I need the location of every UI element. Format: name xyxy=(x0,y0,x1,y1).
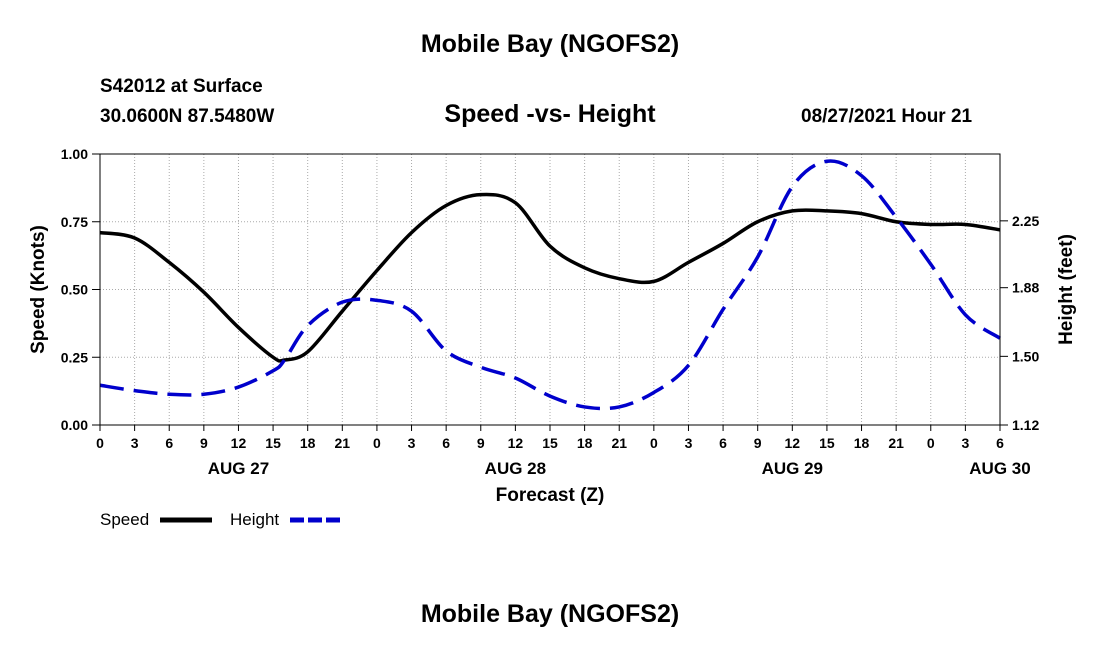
chart-subtitle: Speed -vs- Height xyxy=(444,100,656,128)
x-tick-label: 9 xyxy=(754,435,762,451)
x-tick-label: 18 xyxy=(300,435,316,451)
x-tick-label: 15 xyxy=(265,435,281,451)
x-tick-label: 3 xyxy=(131,435,139,451)
axes: 0 3 6 9 12 15 18 21 0 3 6 9 12 15 18 21 0 3 6 9 12 15 18 21 0 3 6 0… xyxy=(28,146,1077,506)
x-date-label: AUG 29 xyxy=(762,459,823,478)
series-line-speed xyxy=(99,192,1001,363)
x-tick-label: 6 xyxy=(442,435,450,451)
x-tick-label: 6 xyxy=(719,435,727,451)
x-tick-label: 3 xyxy=(685,435,693,451)
chart-title-bottom: Mobile Bay (NGOFS2) xyxy=(420,600,680,628)
y-left-tick-label: 0.25 xyxy=(61,349,88,365)
x-tick-label: 6 xyxy=(996,435,1004,451)
x-axis-title: Forecast (Z) xyxy=(496,485,605,506)
series-layer xyxy=(99,159,1001,411)
x-date-label: AUG 30 xyxy=(969,459,1030,478)
x-tick-label: 0 xyxy=(927,435,935,451)
x-tick-label: 0 xyxy=(373,435,381,451)
legend-speed-label: Speed xyxy=(100,510,150,529)
x-tick-label: 15 xyxy=(819,435,835,451)
x-tick-label: 9 xyxy=(477,435,485,451)
y-left-tick-label: 0.00 xyxy=(61,417,88,433)
series-line-height xyxy=(99,159,1001,411)
x-tick-label: 12 xyxy=(785,435,801,451)
coordinates-label: 30.0600N 87.5480W xyxy=(100,106,275,127)
y-left-axis-title: Speed (Knots) xyxy=(28,225,49,354)
legend-height-label: Height xyxy=(230,510,280,529)
x-tick-label: 9 xyxy=(200,435,208,451)
forecast-datetime: 08/27/2021 Hour 21 xyxy=(801,106,973,127)
y-right-tick-label: 1.50 xyxy=(1012,348,1039,364)
x-tick-label: 0 xyxy=(96,435,104,451)
y-right-axis-title: Height (feet) xyxy=(1056,234,1077,345)
x-tick-label: 21 xyxy=(335,435,351,451)
x-tick-label: 12 xyxy=(231,435,247,451)
y-left-tick-label: 0.75 xyxy=(61,214,88,230)
x-tick-label: 12 xyxy=(508,435,524,451)
x-tick-label: 0 xyxy=(650,435,658,451)
x-date-label: AUG 27 xyxy=(208,459,269,478)
x-date-label: AUG 28 xyxy=(485,459,546,478)
x-tick-label: 3 xyxy=(408,435,416,451)
y-right-tick-label: 1.88 xyxy=(1012,280,1039,296)
grid xyxy=(100,154,1000,425)
chart-title-top: Mobile Bay (NGOFS2) xyxy=(420,30,680,58)
x-tick-label: 15 xyxy=(542,435,558,451)
x-tick-label: 21 xyxy=(888,435,904,451)
y-left-tick-label: 1.00 xyxy=(61,146,88,162)
station-label: S42012 at Surface xyxy=(100,76,263,97)
x-tick-label: 6 xyxy=(165,435,173,451)
y-right-tick-label: 2.25 xyxy=(1012,213,1039,229)
x-tick-label: 21 xyxy=(611,435,627,451)
y-left-tick-label: 0.50 xyxy=(61,282,88,298)
x-tick-label: 18 xyxy=(854,435,870,451)
y-right-tick-label: 1.12 xyxy=(1012,417,1039,433)
x-tick-label: 3 xyxy=(961,435,969,451)
x-tick-label: 18 xyxy=(577,435,593,451)
